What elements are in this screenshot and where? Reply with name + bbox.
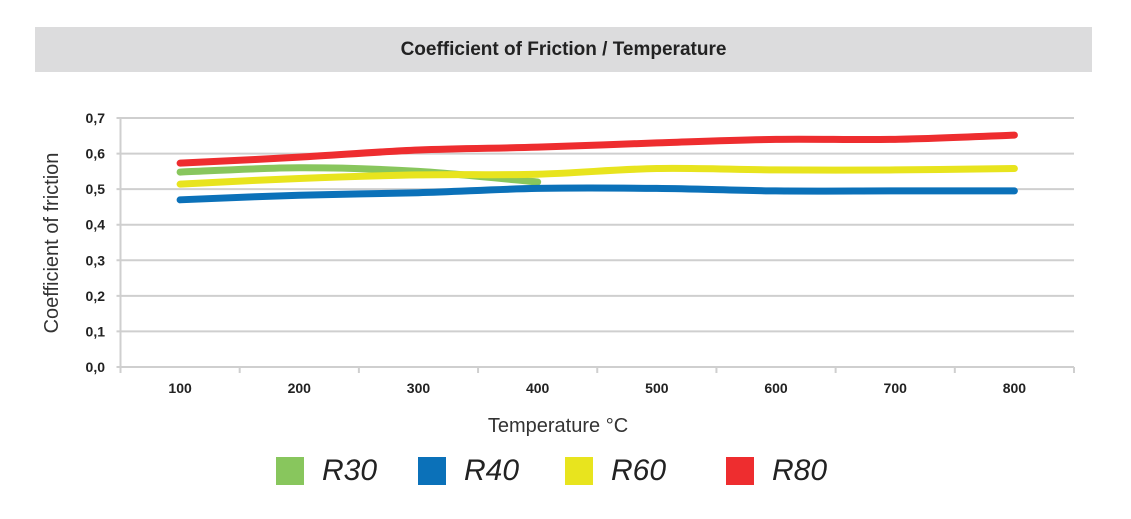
x-tick-label: 100 xyxy=(168,380,192,396)
y-tick-label: 0,1 xyxy=(86,323,106,339)
legend-swatch xyxy=(565,457,593,485)
legend-swatch xyxy=(726,457,754,485)
legend-label: R30 xyxy=(322,454,378,487)
x-tick-label: 600 xyxy=(764,380,788,396)
series-line-r80 xyxy=(176,131,1018,167)
legend-swatch xyxy=(418,457,446,485)
legend-label: R40 xyxy=(464,454,520,487)
y-axis-title: Coefficient of friction xyxy=(41,153,63,334)
legend-item-r40: R40 xyxy=(418,454,519,488)
series-line-r60 xyxy=(176,164,1018,188)
y-tick-label: 0,4 xyxy=(86,217,106,233)
y-tick-label: 0,0 xyxy=(86,359,106,375)
legend-label: R80 xyxy=(772,454,828,487)
x-tick-label: 800 xyxy=(1003,380,1027,396)
x-tick-label: 400 xyxy=(526,380,550,396)
legend-label: R60 xyxy=(611,454,667,487)
y-tick-label: 0,6 xyxy=(86,146,106,162)
x-tick-label: 700 xyxy=(884,380,908,396)
legend-item-r80: R80 xyxy=(726,454,827,488)
legend: R30 R40 R60 R80 xyxy=(0,448,1131,488)
legend-swatch xyxy=(276,457,304,485)
y-tick-label: 0,7 xyxy=(86,110,106,126)
chart-title: Coefficient of Friction / Temperature xyxy=(35,27,1092,72)
x-tick-label: 500 xyxy=(645,380,669,396)
legend-item-r60: R60 xyxy=(565,454,666,488)
x-axis-title: Temperature °C xyxy=(488,415,628,437)
legend-item-r30: R30 xyxy=(276,454,377,488)
series-line-r40 xyxy=(176,184,1018,204)
y-tick-label: 0,5 xyxy=(86,181,106,197)
x-tick-label: 200 xyxy=(288,380,312,396)
y-tick-label: 0,2 xyxy=(86,288,106,304)
y-tick-label: 0,3 xyxy=(86,252,106,268)
x-tick-label: 300 xyxy=(407,380,431,396)
